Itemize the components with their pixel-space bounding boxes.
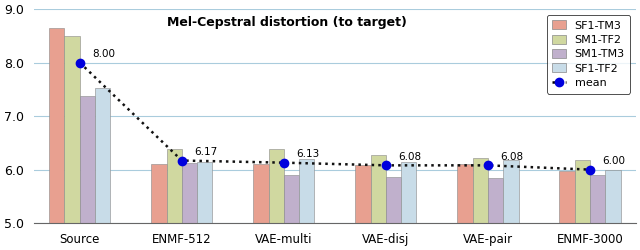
Text: 8.00: 8.00 <box>92 49 115 59</box>
Bar <box>488 178 503 250</box>
Bar <box>253 164 269 250</box>
Bar <box>80 96 95 250</box>
Bar <box>166 149 182 250</box>
Text: 6.13: 6.13 <box>296 149 319 159</box>
Bar <box>151 164 166 250</box>
Bar <box>284 175 299 250</box>
Bar <box>472 158 488 250</box>
Bar <box>503 160 518 250</box>
Bar <box>371 155 386 250</box>
Bar <box>590 175 605 250</box>
Bar <box>401 162 417 250</box>
Text: 6.17: 6.17 <box>194 147 218 157</box>
Bar <box>299 159 314 250</box>
Bar <box>49 28 65 250</box>
Bar <box>559 171 575 250</box>
Bar <box>269 149 284 250</box>
Bar <box>605 170 621 250</box>
Bar <box>458 164 472 250</box>
Text: 6.08: 6.08 <box>500 152 524 162</box>
Bar <box>386 176 401 250</box>
Text: 6.08: 6.08 <box>398 152 421 162</box>
Bar <box>182 163 197 250</box>
Text: 6.00: 6.00 <box>602 156 625 166</box>
Legend: SF1-TM3, SM1-TF2, SM1-TM3, SF1-TF2, mean: SF1-TM3, SM1-TF2, SM1-TM3, SF1-TF2, mean <box>547 15 630 94</box>
Bar <box>197 162 212 250</box>
Text: Mel-Cepstral distortion (to target): Mel-Cepstral distortion (to target) <box>167 16 406 28</box>
Bar <box>575 160 590 250</box>
Bar <box>95 88 111 250</box>
Bar <box>355 165 371 250</box>
Bar <box>65 36 80 250</box>
